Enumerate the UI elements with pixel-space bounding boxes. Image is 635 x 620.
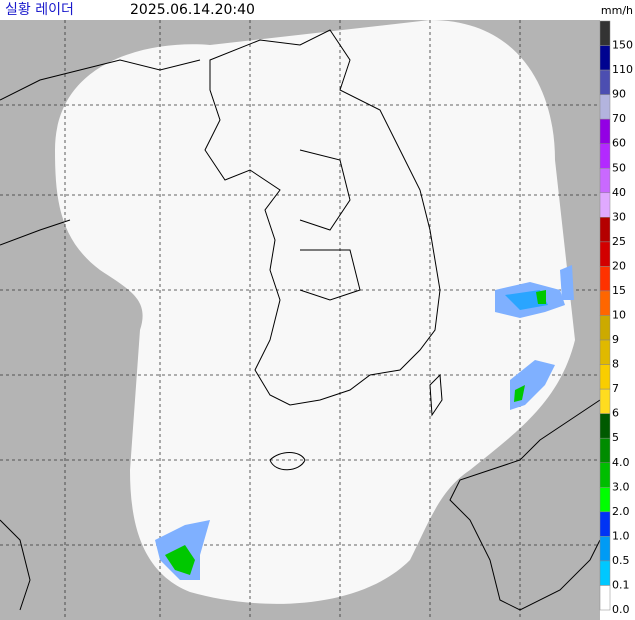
legend-label: 70 [612,112,626,125]
legend-swatch [599,315,611,341]
legend-label: 5 [612,431,619,444]
legend-swatch [599,241,611,267]
legend-label: 50 [612,161,626,174]
legend-swatch [599,339,611,365]
coastline [0,29,601,611]
legend-label: 2.0 [612,505,630,518]
legend-label: 0.1 [612,578,630,591]
legend-label: 40 [612,186,626,199]
legend-label: 10 [612,309,626,322]
legend-swatch [599,217,611,243]
legend-swatch [599,94,611,120]
legend-label: 0.5 [612,554,630,567]
legend-swatch [599,585,611,611]
legend-label: 8 [612,358,619,371]
map [0,20,601,620]
legend-swatch [599,118,611,144]
legend-label: 6 [612,407,619,420]
legend-swatch [599,20,611,46]
legend-swatch [599,45,611,71]
legend-label: 110 [612,63,633,76]
legend-swatch [599,536,611,562]
legend-swatch [599,364,611,390]
legend-label: 30 [612,210,626,223]
legend-label: 25 [612,235,626,248]
legend-swatch [599,560,611,586]
legend-label: 60 [612,137,626,150]
legend-label: 15 [612,284,626,297]
legend-label: 4.0 [612,456,630,469]
legend-swatch [599,69,611,95]
legend-label: 150 [612,39,633,52]
radar-coverage [55,20,575,604]
legend-label: 0.0 [612,603,630,616]
legend-label: 20 [612,259,626,272]
legend-swatch [599,511,611,537]
legend-swatch [599,413,611,439]
title: 실황 레이더 [5,2,74,18]
legend-swatch [599,388,611,414]
legend-label: 9 [612,333,619,346]
legend-swatch [599,266,611,292]
legend-swatch [599,487,611,513]
header-bar [0,0,635,20]
unit: mm/h [601,4,633,17]
legend-label: 1.0 [612,529,630,542]
legend-swatch [599,192,611,218]
legend-swatch [599,143,611,169]
legend-swatch [599,462,611,488]
legend-swatch [599,168,611,194]
legend-label: 90 [612,88,626,101]
legend-label: 7 [612,382,619,395]
legend-label: 3.0 [612,480,630,493]
legend-swatch [599,437,611,464]
legend-swatch [599,290,611,316]
radar-echoes [155,265,574,580]
timestamp: 2025.06.14.20:40 [130,2,255,18]
